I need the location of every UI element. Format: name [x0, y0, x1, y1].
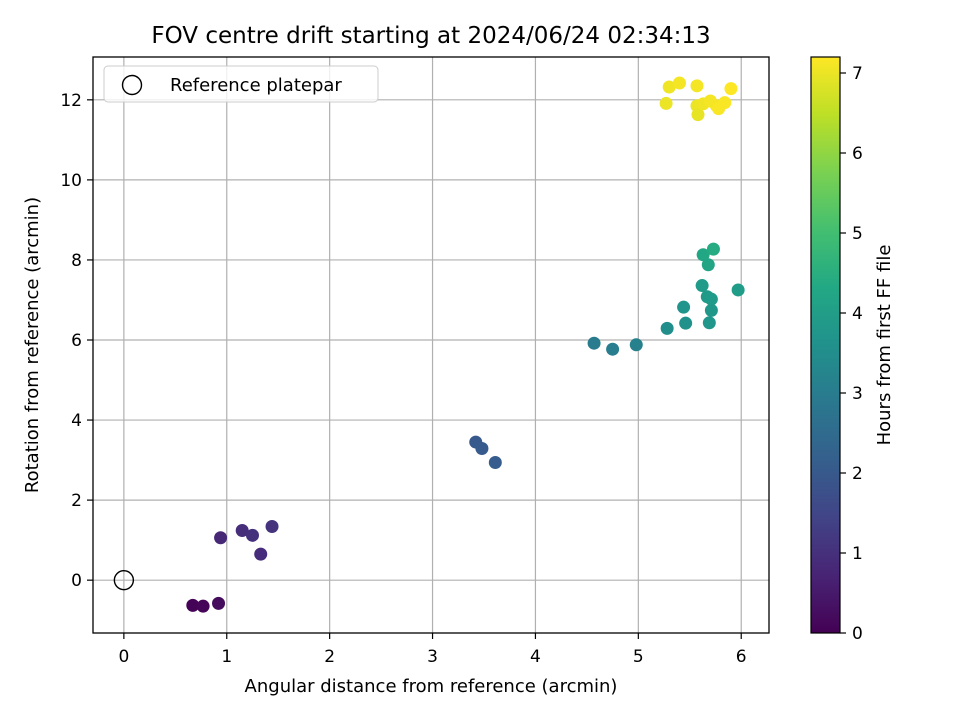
legend-reference-marker [121, 74, 143, 96]
colorbar-ticks: 0 1 2 3 4 5 6 7 [840, 64, 863, 644]
data-point [629, 338, 643, 352]
colorbar-gradient [811, 57, 840, 633]
data-point [214, 531, 228, 545]
data-point [660, 321, 674, 335]
data-point [265, 520, 279, 534]
y-tick-label: 12 [60, 91, 82, 111]
x-tick-label: 4 [530, 647, 541, 667]
data-point [606, 342, 620, 356]
colorbar-tick-label: 1 [852, 544, 863, 564]
legend-entry-reference-platepar: Reference platepar [170, 75, 342, 96]
y-tick-label: 0 [71, 571, 82, 591]
legend: Reference platepar [103, 65, 379, 103]
colorbar-tick-label: 6 [852, 144, 863, 164]
data-point [488, 455, 502, 469]
data-point [696, 248, 710, 262]
data-point [475, 441, 489, 455]
data-point [196, 599, 210, 613]
data-point [701, 258, 715, 272]
colorbar-tick-label: 2 [852, 464, 863, 484]
legend-box [103, 65, 379, 103]
y-axis-ticks: 0 2 4 6 8 10 12 [60, 91, 93, 591]
data-point [662, 80, 676, 94]
colorbar: 0 1 2 3 4 5 6 7 Hours from first FF file [810, 56, 895, 644]
data-point [245, 528, 259, 542]
x-tick-label: 2 [324, 647, 335, 667]
y-tick-label: 8 [71, 251, 82, 271]
y-tick-label: 10 [60, 171, 82, 191]
data-point [235, 524, 249, 538]
data-point [691, 108, 705, 122]
y-tick-label: 4 [71, 411, 82, 431]
data-point [690, 79, 704, 93]
colorbar-tick-label: 0 [852, 624, 863, 644]
colorbar-tick-label: 7 [852, 64, 863, 84]
data-point [587, 336, 601, 350]
data-point [695, 279, 709, 293]
data-point [724, 82, 738, 96]
x-tick-label: 1 [221, 647, 232, 667]
y-axis-label: Rotation from reference (arcmin) [22, 197, 43, 493]
colorbar-tick-label: 3 [852, 384, 863, 404]
data-point [679, 316, 693, 330]
data-point [704, 292, 718, 306]
y-tick-label: 2 [71, 491, 82, 511]
colorbar-tick-label: 4 [852, 304, 863, 324]
colorbar-tick-label: 5 [852, 224, 863, 244]
plot-frame [92, 56, 770, 634]
colorbar-label: Hours from first FF file [874, 245, 895, 446]
data-point [731, 283, 745, 297]
data-point [672, 76, 686, 90]
data-point [254, 547, 268, 561]
x-tick-label: 3 [427, 647, 438, 667]
chart-title: FOV centre drift starting at 2024/06/24 … [151, 23, 710, 49]
x-tick-label: 0 [118, 647, 129, 667]
data-point [704, 303, 718, 317]
colorbar-frame [810, 56, 841, 634]
reference-point-layer [113, 569, 135, 591]
data-point [702, 316, 716, 330]
y-tick-label: 6 [71, 331, 82, 351]
data-point [186, 598, 200, 612]
x-tick-label: 6 [736, 647, 747, 667]
grid-lines [93, 57, 769, 633]
data-point [718, 96, 732, 110]
data-point [659, 96, 673, 110]
reference-platepar-marker [113, 569, 135, 591]
data-point [212, 596, 226, 610]
data-points [186, 76, 745, 613]
data-point [677, 300, 691, 314]
data-point [706, 242, 720, 256]
x-tick-label: 5 [633, 647, 644, 667]
x-axis-ticks: 0 1 2 3 4 5 6 [118, 633, 747, 667]
x-axis-label: Angular distance from reference (arcmin) [245, 676, 618, 697]
